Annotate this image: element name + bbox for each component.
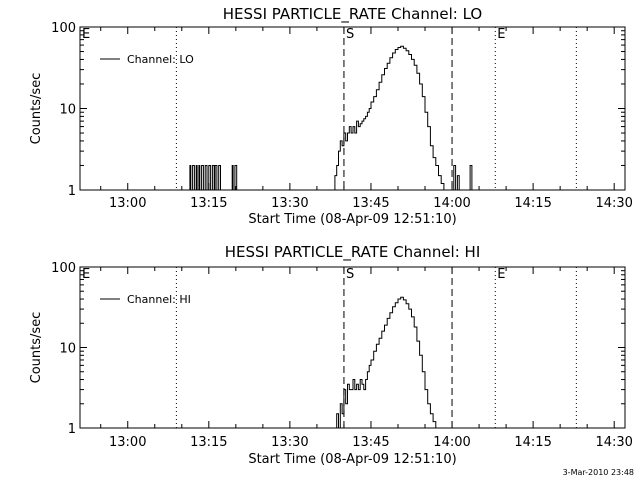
x-tick-label: 13:00 (109, 435, 146, 450)
x-tick-label: 13:15 (190, 435, 227, 450)
y-tick-label: 100 (51, 261, 76, 276)
y-tick-label: 10 (59, 342, 76, 357)
x-tick-label: 13:00 (109, 196, 146, 211)
series-line-hi (334, 296, 437, 429)
marker-label-e: E (497, 267, 505, 282)
marker-label-e: E (82, 27, 90, 42)
chart-title: HESSI PARTICLE_RATE Channel: LO (223, 5, 482, 24)
y-axis-label: Counts/sec (29, 312, 44, 384)
plot-frame (79, 266, 626, 429)
chart-title: HESSI PARTICLE_RATE Channel: HI (225, 243, 481, 262)
x-axis-label: Start Time (08-Apr-09 12:51:10) (248, 212, 456, 227)
series-line-lo (80, 45, 625, 191)
marker-label-e: E (497, 27, 505, 42)
timestamp-label: 3-Mar-2010 23:48 (562, 468, 634, 477)
x-tick-label: 13:45 (352, 196, 389, 211)
x-tick-label: 14:00 (433, 435, 470, 450)
y-tick-label: 100 (51, 21, 76, 36)
y-tick-label: 1 (68, 422, 76, 437)
x-tick-label: 13:30 (271, 196, 308, 211)
marker-label-e: E (82, 267, 90, 282)
marker-label-s: S (346, 267, 354, 282)
plot-frame (79, 26, 626, 191)
y-tick-label: 10 (59, 103, 76, 118)
legend-label: Channel: HI (127, 293, 191, 306)
x-tick-label: 13:30 (271, 435, 308, 450)
y-tick-label: 1 (68, 184, 76, 199)
marker-label-s: S (346, 27, 354, 42)
chart-panel-1: HESSI PARTICLE_RATE Channel: LO 13:00 13:1… (29, 5, 633, 227)
legend-label: Channel: LO (127, 53, 194, 66)
x-tick-label: 13:45 (352, 435, 389, 450)
chart-panel-2: HESSI PARTICLE_RATE Channel: HI 13:00 13:1… (29, 243, 633, 467)
x-tick-label: 14:15 (514, 196, 551, 211)
y-axis-label: Counts/sec (29, 73, 44, 145)
x-tick-label: 14:30 (595, 196, 632, 211)
x-axis-label: Start Time (08-Apr-09 12:51:10) (248, 452, 456, 467)
x-tick-label: 13:15 (190, 196, 227, 211)
x-tick-label: 14:30 (595, 435, 632, 450)
x-tick-label: 14:15 (514, 435, 551, 450)
x-tick-label: 14:00 (433, 196, 470, 211)
